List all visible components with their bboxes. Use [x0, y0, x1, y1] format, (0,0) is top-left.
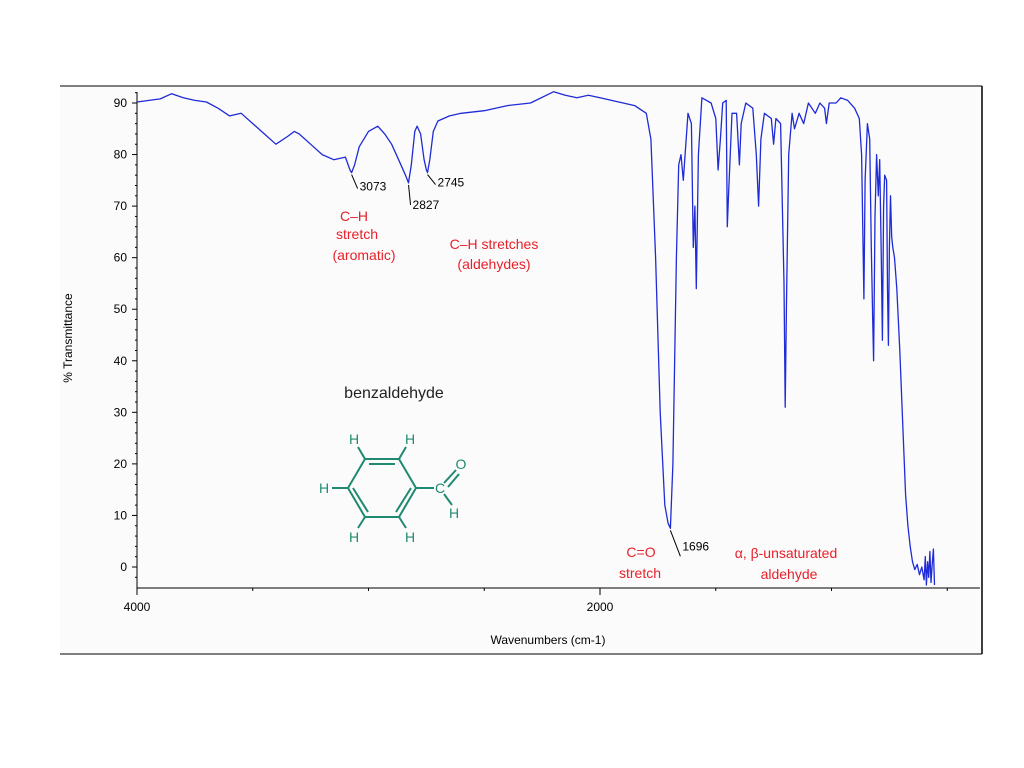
annotation-co-line2: stretch	[619, 565, 661, 581]
ring-double-bond-right	[395, 487, 412, 513]
annotation-ch-aromatic: C–H stretch (aromatic)	[332, 208, 395, 263]
annotation-unsaturated-line1: α, β-unsaturated	[735, 545, 838, 561]
peak-leader-1696	[669, 530, 681, 557]
atom-h-aldehyde: H	[449, 505, 459, 521]
y-tick-label-60: 60	[114, 251, 128, 265]
x-tick-label-2000: 2000	[587, 600, 614, 614]
bond-h-top-right	[398, 446, 407, 460]
x-axis-ticks: 4000 2000	[124, 588, 614, 614]
annotation-ch-aldehydes-line1: C–H stretches	[450, 236, 539, 252]
annotation-co-line1: C=O	[626, 544, 655, 560]
y-tick-label-70: 70	[114, 199, 128, 213]
annotation-ch-aldehydes-line2: (aldehydes)	[457, 256, 530, 272]
peak-leader-2827	[408, 184, 412, 205]
y-axis-label: % Transmittance	[61, 293, 75, 383]
y-tick-label-40: 40	[114, 354, 128, 368]
peak-leader-3073	[351, 174, 359, 189]
atom-oxygen: O	[456, 456, 467, 472]
bond-h-bottom-left	[357, 516, 366, 529]
annotation-ch-aromatic-line1: C–H	[340, 208, 368, 224]
annotation-co-stretch: C=O stretch	[619, 544, 661, 581]
y-axis-ticks: 0 10 20 30 40 50 60 70 80 90	[114, 96, 137, 574]
structure-atom-labels: H H H H H C O H	[319, 431, 467, 545]
annotation-ch-aromatic-line3: (aromatic)	[332, 247, 395, 263]
peak-label-2827: 2827	[413, 198, 440, 212]
atom-carbonyl-carbon: C	[435, 480, 445, 496]
peak-label-1696: 1696	[682, 539, 709, 553]
peak-annotations: 3073 2827 2745 1696	[351, 174, 709, 557]
peak-label-2745: 2745	[438, 176, 465, 190]
y-tick-label-90: 90	[114, 96, 128, 110]
atom-h-left: H	[319, 480, 329, 496]
y-tick-label-10: 10	[114, 508, 128, 522]
y-tick-label-20: 20	[114, 457, 128, 471]
bond-c-h-aldehyde	[443, 493, 453, 506]
annotation-unsaturated-aldehyde: α, β-unsaturated aldehyde	[735, 545, 838, 582]
chart-panel	[60, 86, 982, 654]
bond-co-double-2	[447, 473, 460, 488]
atom-h-bottom-right: H	[405, 529, 415, 545]
y-tick-label-0: 0	[120, 560, 127, 574]
bond-h-bottom-right	[398, 516, 407, 529]
series-line-spectrum	[136, 91, 936, 586]
x-tick-label-4000: 4000	[124, 600, 151, 614]
y-tick-label-50: 50	[114, 302, 128, 316]
annotation-ch-aromatic-line2: stretch	[336, 226, 378, 242]
y-tick-label-80: 80	[114, 148, 128, 162]
peak-label-3073: 3073	[360, 180, 387, 194]
atom-h-top-right: H	[405, 431, 415, 447]
minor-ticks	[135, 92, 948, 591]
annotation-unsaturated-line2: aldehyde	[761, 566, 818, 582]
annotation-ch-aldehydes: C–H stretches (aldehydes)	[450, 236, 539, 272]
atom-h-bottom-left: H	[349, 529, 359, 545]
y-tick-label-30: 30	[114, 405, 128, 419]
bond-h-top-left	[357, 446, 366, 460]
ring-double-bond-left	[352, 487, 369, 513]
benzaldehyde-structure-icon	[332, 446, 460, 529]
peak-leader-2745	[427, 174, 436, 185]
chart-title: benzaldehyde	[344, 385, 444, 402]
bond-co-double-1	[443, 469, 457, 484]
atom-h-top-left: H	[349, 431, 359, 447]
x-axis-label: Wavenumbers (cm-1)	[491, 633, 606, 647]
